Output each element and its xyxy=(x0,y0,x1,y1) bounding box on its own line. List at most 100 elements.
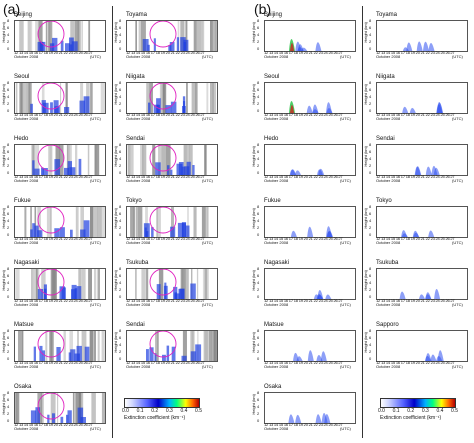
x-tick-labels: 12 13 14 15 16 17 18 19 20 21 22 23 24 2… xyxy=(14,360,93,365)
panel-b-label: (b) xyxy=(254,1,272,17)
lidar-profile-plot xyxy=(264,144,356,176)
utc-label: (UTC) xyxy=(202,116,213,121)
y-tick-label: 6 xyxy=(369,335,372,340)
station-cell: Sendai Height (km) 8 6 4 2 0 12 13 14 15 16 17 … xyxy=(363,136,468,188)
y-tick-label: 8 xyxy=(369,328,372,333)
station-name: Niigata xyxy=(126,74,145,80)
y-tick-label: 2 xyxy=(119,39,122,44)
y-tick-label: 6 xyxy=(257,397,260,402)
y-tick-label: 8 xyxy=(257,18,260,23)
y-tick-label: 8 xyxy=(119,142,122,147)
month-label: October 2008 xyxy=(376,302,401,307)
lidar-profile-plot xyxy=(264,20,356,52)
utc-label: (UTC) xyxy=(202,364,213,369)
y-tick-label: 0 xyxy=(7,418,10,423)
y-tick-label: 0 xyxy=(119,108,122,113)
y-tick-label: 6 xyxy=(369,149,372,154)
colorbar-ticks: 0.0 0.1 0.2 0.3 0.4 0.5 xyxy=(122,408,202,414)
colorbar-tick: 0.4 xyxy=(436,408,444,414)
y-tick-label: 4 xyxy=(7,280,10,285)
y-tick-label: 6 xyxy=(119,87,122,92)
y-tick-label: 0 xyxy=(257,232,260,237)
lidar-profile-plot xyxy=(264,268,356,300)
station-cell: Hedo Height (km) 8 6 4 2 0 12 13 14 15 16 17 18… xyxy=(251,136,356,188)
y-tick-label: 6 xyxy=(119,335,122,340)
station-name: Hedo xyxy=(264,136,279,142)
y-tick-label: 2 xyxy=(369,101,372,106)
station-name: Osaka xyxy=(264,384,282,390)
station-cell: Fukue Height (km) 8 6 4 2 0 12 13 14 15 16 17 1… xyxy=(1,198,106,250)
station-name: Sendai xyxy=(126,322,145,328)
y-tick-label: 8 xyxy=(7,18,10,23)
y-tick-label: 4 xyxy=(369,32,372,37)
colorbar-tick: 0.2 xyxy=(151,408,159,414)
y-tick-label: 0 xyxy=(257,170,260,175)
y-tick-label: 8 xyxy=(369,80,372,85)
y-tick-label: 4 xyxy=(257,94,260,99)
x-tick-labels: 12 13 14 15 16 17 18 19 20 21 22 23 24 2… xyxy=(14,236,93,241)
y-tick-label: 4 xyxy=(7,404,10,409)
station-name: Nagasaki xyxy=(264,260,290,266)
station-cell: Niigata Height (km) 8 6 4 2 0 12 13 14 15 16 17… xyxy=(363,74,468,126)
y-tick-label: 4 xyxy=(369,342,372,347)
lidar-profile-plot xyxy=(376,268,468,300)
y-tick-label: 0 xyxy=(119,46,122,51)
panel-a-label: (a) xyxy=(3,1,21,17)
y-tick-label: 6 xyxy=(7,211,10,216)
y-tick-label: 8 xyxy=(119,18,122,23)
month-label: October 2008 xyxy=(264,302,289,307)
y-tick-label: 0 xyxy=(119,356,122,361)
station-cell: Tsukuba Height (km) 8 6 4 2 0 12 13 14 15 16 17… xyxy=(113,260,218,312)
lidar-profile-plot xyxy=(264,206,356,238)
station-name: Nagasaki xyxy=(14,260,40,266)
y-tick-label: 2 xyxy=(369,39,372,44)
month-label: October 2008 xyxy=(126,364,151,369)
utc-label: (UTC) xyxy=(340,302,351,307)
month-label: October 2008 xyxy=(14,302,39,307)
y-tick-label: 2 xyxy=(369,163,372,168)
lidar-profile-plot xyxy=(126,268,218,300)
y-tick-label: 4 xyxy=(119,156,122,161)
station-name: Toyama xyxy=(126,12,148,18)
station-cell: Beijing Height (km) 8 6 4 2 0 12 13 14 15 16 17… xyxy=(1,12,106,64)
y-tick-label: 0 xyxy=(7,294,10,299)
y-tick-label: 2 xyxy=(257,101,260,106)
y-tick-label: 8 xyxy=(257,266,260,271)
lidar-profile-plot xyxy=(14,330,106,362)
x-tick-labels: 12 13 14 15 16 17 18 19 20 21 22 23 24 2… xyxy=(264,422,343,427)
utc-label: (UTC) xyxy=(340,426,351,431)
colorbar-gradient xyxy=(124,398,200,408)
station-name: Toyama xyxy=(376,12,398,18)
month-label: October 2008 xyxy=(126,116,151,121)
y-tick-label: 2 xyxy=(7,39,10,44)
y-tick-label: 4 xyxy=(369,156,372,161)
x-tick-labels: 12 13 14 15 16 17 18 19 20 21 22 23 24 2… xyxy=(376,298,455,303)
x-tick-labels: 12 13 14 15 16 17 18 19 20 21 22 23 24 2… xyxy=(376,174,455,179)
utc-label: (UTC) xyxy=(452,240,463,245)
utc-label: (UTC) xyxy=(340,240,351,245)
y-tick-label: 2 xyxy=(257,287,260,292)
month-label: October 2008 xyxy=(264,240,289,245)
y-tick-label: 2 xyxy=(257,163,260,168)
station-name: Seoul xyxy=(14,74,30,80)
station-name: Hedo xyxy=(14,136,29,142)
y-tick-label: 0 xyxy=(119,170,122,175)
lidar-profile-plot xyxy=(264,82,356,114)
x-tick-labels: 12 13 14 15 16 17 18 19 20 21 22 23 24 2… xyxy=(14,174,93,179)
colorbar-tick: 0.2 xyxy=(407,408,415,414)
y-tick-label: 6 xyxy=(7,87,10,92)
x-tick-labels: 12 13 14 15 16 17 18 19 20 21 22 23 24 2… xyxy=(126,236,205,241)
x-tick-labels: 12 13 14 15 16 17 18 19 20 21 22 23 24 2… xyxy=(376,50,455,55)
month-label: October 2008 xyxy=(376,116,401,121)
utc-label: (UTC) xyxy=(90,116,101,121)
station-cell: Seoul Height (km) 8 6 4 2 0 12 13 14 15 16 17 1… xyxy=(251,74,356,126)
y-tick-label: 0 xyxy=(369,356,372,361)
utc-label: (UTC) xyxy=(90,240,101,245)
y-tick-label: 6 xyxy=(119,149,122,154)
y-tick-label: 0 xyxy=(369,46,372,51)
colorbar-tick: 0.1 xyxy=(136,408,144,414)
station-cell: Hedo Height (km) 8 6 4 2 0 12 13 14 15 16 17 18… xyxy=(1,136,106,188)
y-tick-label: 0 xyxy=(7,46,10,51)
y-tick-label: 6 xyxy=(7,335,10,340)
y-tick-label: 0 xyxy=(369,294,372,299)
